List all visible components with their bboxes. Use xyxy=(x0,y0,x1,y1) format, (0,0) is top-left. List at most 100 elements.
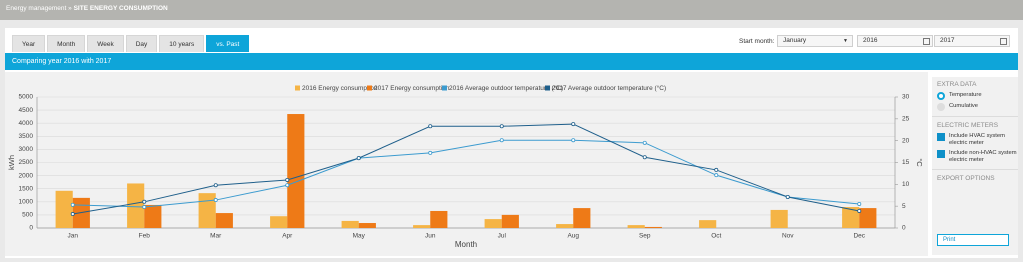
bar xyxy=(556,224,574,228)
x-tick-label: Oct xyxy=(711,233,721,240)
breadcrumb-current: SITE ENERGY CONSUMPTION xyxy=(73,5,168,12)
bar xyxy=(215,213,233,228)
legend-swatch xyxy=(367,85,372,91)
x-tick-label: Nov xyxy=(782,233,794,240)
bar xyxy=(627,225,645,228)
y-tick-label: 3000 xyxy=(19,146,34,153)
y2-tick-label: 20 xyxy=(902,137,910,144)
breadcrumb-separator: » xyxy=(68,5,72,12)
point xyxy=(428,124,433,129)
print-button[interactable]: Print xyxy=(937,234,1009,246)
month-select-value: January xyxy=(783,37,807,44)
y-tick-label: 1500 xyxy=(19,185,34,192)
sidebar: EXTRA DATA Temperature Cumulative ELECTRIC … xyxy=(932,77,1018,255)
chart: 0 500 1000 1500 2000 2500 3000 3500 4000 4500 5000… xyxy=(7,84,924,249)
point xyxy=(356,156,361,161)
point xyxy=(642,140,647,145)
bar xyxy=(842,207,860,228)
y-tick-label: 3500 xyxy=(19,133,34,140)
section-title: EXPORT OPTIONS xyxy=(937,175,995,182)
year-b-value: 2017 xyxy=(940,37,955,44)
y-tick-label: 2500 xyxy=(19,159,34,166)
calendar-icon xyxy=(1000,38,1007,45)
y-tick-label: 4000 xyxy=(19,120,34,127)
point xyxy=(213,198,218,203)
y-tick-label: 1000 xyxy=(19,199,34,206)
banner-title: Comparing year 2016 with 2017 xyxy=(12,58,112,65)
y2-tick-label: 15 xyxy=(902,159,910,166)
separator xyxy=(932,116,1018,117)
point xyxy=(70,212,75,217)
legend-label: 2016 Average outdoor temperature (°C) xyxy=(449,84,563,92)
y-tick-label: 5000 xyxy=(19,94,34,101)
x-tick-label: Mar xyxy=(210,233,222,240)
y-axis-label: kWh xyxy=(7,155,16,170)
legend-label: 2016 Energy consumption xyxy=(302,85,378,92)
checkbox-option[interactable]: Include HVAC system electric meter xyxy=(937,133,1018,147)
breadcrumb-link[interactable]: Energy management xyxy=(6,5,67,12)
legend-swatch xyxy=(295,85,300,91)
tab[interactable]: Week xyxy=(87,35,124,52)
x-tick-label: Feb xyxy=(139,233,151,240)
y2-tick-label: 25 xyxy=(902,116,910,123)
x-axis-label: Month xyxy=(455,240,477,249)
spacer xyxy=(932,186,1018,234)
bar xyxy=(55,190,73,228)
option-label: Include non-HVAC system electric meter xyxy=(949,150,1017,163)
radio-option[interactable]: Temperature xyxy=(937,92,1018,100)
tab-strip: Year Month Week Day 10 years vs. Past xyxy=(12,35,250,52)
month-select[interactable]: January ▼ xyxy=(777,35,853,47)
bar xyxy=(430,210,448,228)
year-b-input[interactable]: 2017 xyxy=(934,35,1010,47)
tab[interactable]: vs. Past xyxy=(206,35,250,52)
section-title: EXTRA DATA xyxy=(937,81,977,88)
y2-axis-label: °C xyxy=(915,158,924,167)
legend-label: 2017 Energy consumption xyxy=(374,85,450,92)
radio[interactable] xyxy=(937,92,945,100)
tab[interactable]: 10 years xyxy=(159,35,205,52)
option-label: Cumulative xyxy=(949,103,978,109)
checkbox[interactable] xyxy=(937,133,945,141)
bar xyxy=(287,114,305,228)
bar xyxy=(198,193,216,228)
bar xyxy=(127,183,145,228)
x-tick-label: Aug xyxy=(567,233,579,240)
point xyxy=(142,199,147,204)
bar xyxy=(501,214,519,228)
point xyxy=(499,138,504,143)
y-tick-label: 500 xyxy=(22,212,33,219)
bar xyxy=(770,209,788,228)
legend-swatch xyxy=(442,85,447,91)
point xyxy=(857,201,862,206)
tab[interactable]: Month xyxy=(47,35,86,52)
y-tick-label: 4500 xyxy=(19,107,34,114)
y-tick-label: 2000 xyxy=(19,172,34,179)
tab[interactable]: Year xyxy=(12,35,46,52)
calendar-icon xyxy=(923,38,930,45)
radio[interactable] xyxy=(937,103,945,111)
point xyxy=(428,150,433,155)
y2-tick-label: 10 xyxy=(902,181,910,188)
point xyxy=(642,155,647,160)
top-bar: Energy management » SITE ENERGY CONSUMPT… xyxy=(0,0,1023,20)
y2-tick-label: 5 xyxy=(902,203,906,210)
line xyxy=(72,139,860,208)
x-tick-label: Dec xyxy=(853,233,865,240)
point xyxy=(285,177,290,182)
checkbox[interactable] xyxy=(937,150,945,158)
tab[interactable]: Day xyxy=(125,35,158,52)
year-a-input[interactable]: 2016 xyxy=(857,35,933,47)
radio-option[interactable]: Cumulative xyxy=(937,103,1018,111)
point xyxy=(70,202,75,207)
point xyxy=(499,124,504,129)
bar xyxy=(144,204,162,228)
y-tick-label: 0 xyxy=(29,225,33,232)
bar xyxy=(341,220,359,228)
bar xyxy=(358,223,376,228)
x-tick-label: Jan xyxy=(68,233,79,240)
point xyxy=(285,183,290,188)
banner: Comparing year 2016 with 2017 xyxy=(5,53,1018,70)
checkbox-option[interactable]: Include non-HVAC system electric meter xyxy=(937,150,1018,164)
y2-tick-label: 0 xyxy=(902,225,906,232)
section-title: ELECTRIC METERS xyxy=(937,122,999,129)
